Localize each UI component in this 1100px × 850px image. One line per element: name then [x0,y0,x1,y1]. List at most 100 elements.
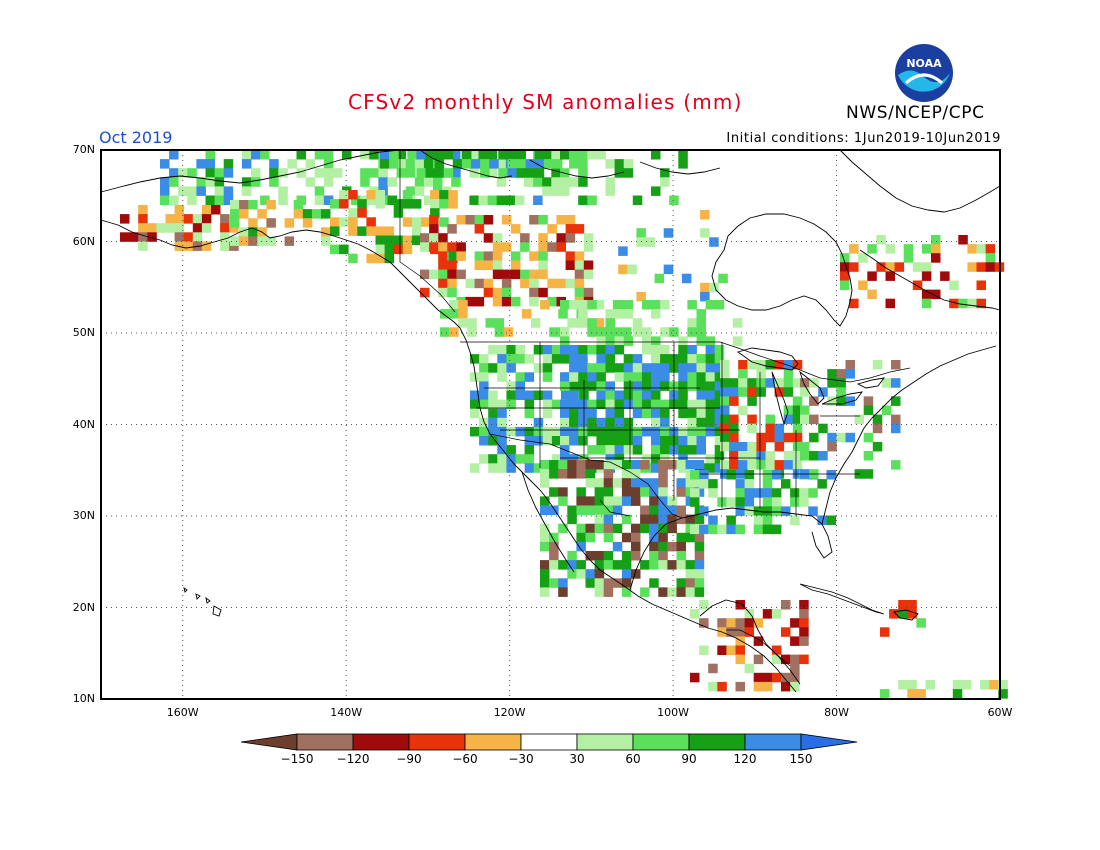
anomaly-cell [451,177,461,187]
anomaly-cell [451,150,461,160]
anomaly-cell [569,300,579,310]
anomaly-cell [542,390,553,400]
anomaly-cell [771,497,782,507]
anomaly-cell [569,417,579,428]
anomaly-cell [488,399,498,410]
anomaly-cell [565,278,576,289]
anomaly-cell [690,497,700,507]
anomaly-cell [952,689,963,699]
anomaly-cell [667,460,677,470]
anomaly-cell [558,523,568,534]
anomaly-cell [578,381,588,391]
anomaly-cell [891,396,901,406]
anomaly-cell [708,663,718,674]
anomaly-cell [389,150,399,160]
anomaly-cell [660,354,670,364]
anomaly-cell [487,195,498,205]
anomaly-cell [641,408,652,419]
anomaly-cell [826,515,836,525]
anomaly-cell [753,672,764,683]
anomaly-cell [520,242,530,252]
anomaly-cell [735,479,745,489]
anomaly-cell [621,569,632,579]
anomaly-cell [705,381,716,391]
anomaly-cell [560,381,570,391]
anomaly-cell [169,168,179,178]
anomaly-cell [497,417,507,428]
anomaly-cell [497,399,507,410]
anomaly-cell [621,560,632,570]
anomaly-cell [738,369,748,379]
noaa-logo: NOAA [895,44,953,102]
anomaly-cell [799,488,809,498]
anomaly-cell [438,260,448,270]
anomaly-cell [251,177,261,187]
anomaly-cell [889,609,899,619]
anomaly-cell [720,387,730,397]
anomaly-cell [605,159,615,169]
anomaly-cell [384,244,395,255]
anomaly-cell [714,445,725,455]
anomaly-cell [585,505,595,515]
anomaly-cell [649,560,659,570]
anomaly-cell [660,168,670,178]
anomaly-cell [738,441,748,452]
anomaly-cell [196,177,206,187]
anomaly-cell [676,560,686,570]
anomaly-cell [470,426,480,437]
anomaly-cell [669,195,679,205]
anomaly-cell [614,436,625,446]
anomaly-cell [699,618,709,628]
anomaly-cell [826,470,836,480]
anomaly-cell [720,460,730,470]
anomaly-cell [762,488,773,498]
anomaly-cell [483,287,494,298]
anomaly-cell [623,300,634,310]
anomaly-cell [771,672,782,683]
anomaly-cell [529,269,539,280]
anomaly-cell [880,627,890,637]
anomaly-cell [718,273,728,284]
anomaly-cell [687,381,697,391]
anomaly-cell [949,298,959,309]
anomaly-cell [524,426,535,437]
anomaly-cell [434,168,445,178]
anomaly-cell [478,195,488,205]
anomaly-cell [540,560,550,570]
anomaly-cell [314,195,325,205]
anomaly-cell [744,506,755,516]
anomaly-cell [501,278,512,289]
anomaly-cell [540,469,550,479]
anomaly-cell [375,253,385,264]
anomaly-cell [540,460,550,470]
anomaly-cell [524,399,535,410]
anomaly-cell [808,506,818,516]
anomaly-cell [529,251,539,261]
anomaly-cell [393,199,404,209]
anomaly-cell [735,524,745,535]
anomaly-cell [567,514,577,525]
anomaly-cell [542,426,553,437]
anomaly-cell [560,336,570,346]
anomaly-cell [147,232,157,242]
anomaly-cell [631,532,641,543]
anomaly-cell [687,363,697,373]
anomaly-cell [678,408,688,419]
anomaly-cell [705,417,716,428]
anomaly-cell [631,478,641,488]
anomaly-cell [667,523,677,534]
anomaly-cell [705,426,716,437]
anomaly-cell [976,244,986,254]
anomaly-cell [160,177,170,187]
anomaly-cell [717,681,727,692]
anomaly-cell [587,318,597,328]
anomaly-cell [985,262,996,272]
anomaly-cell [474,215,485,225]
lat-label: 30N [72,509,95,522]
anomaly-cell [699,506,709,516]
colorbar-tick-label: 30 [569,752,585,766]
anomaly-cell [696,336,706,346]
anomaly-cell [876,235,886,245]
anomaly-cell [293,200,304,210]
anomaly-cells [120,150,1008,699]
